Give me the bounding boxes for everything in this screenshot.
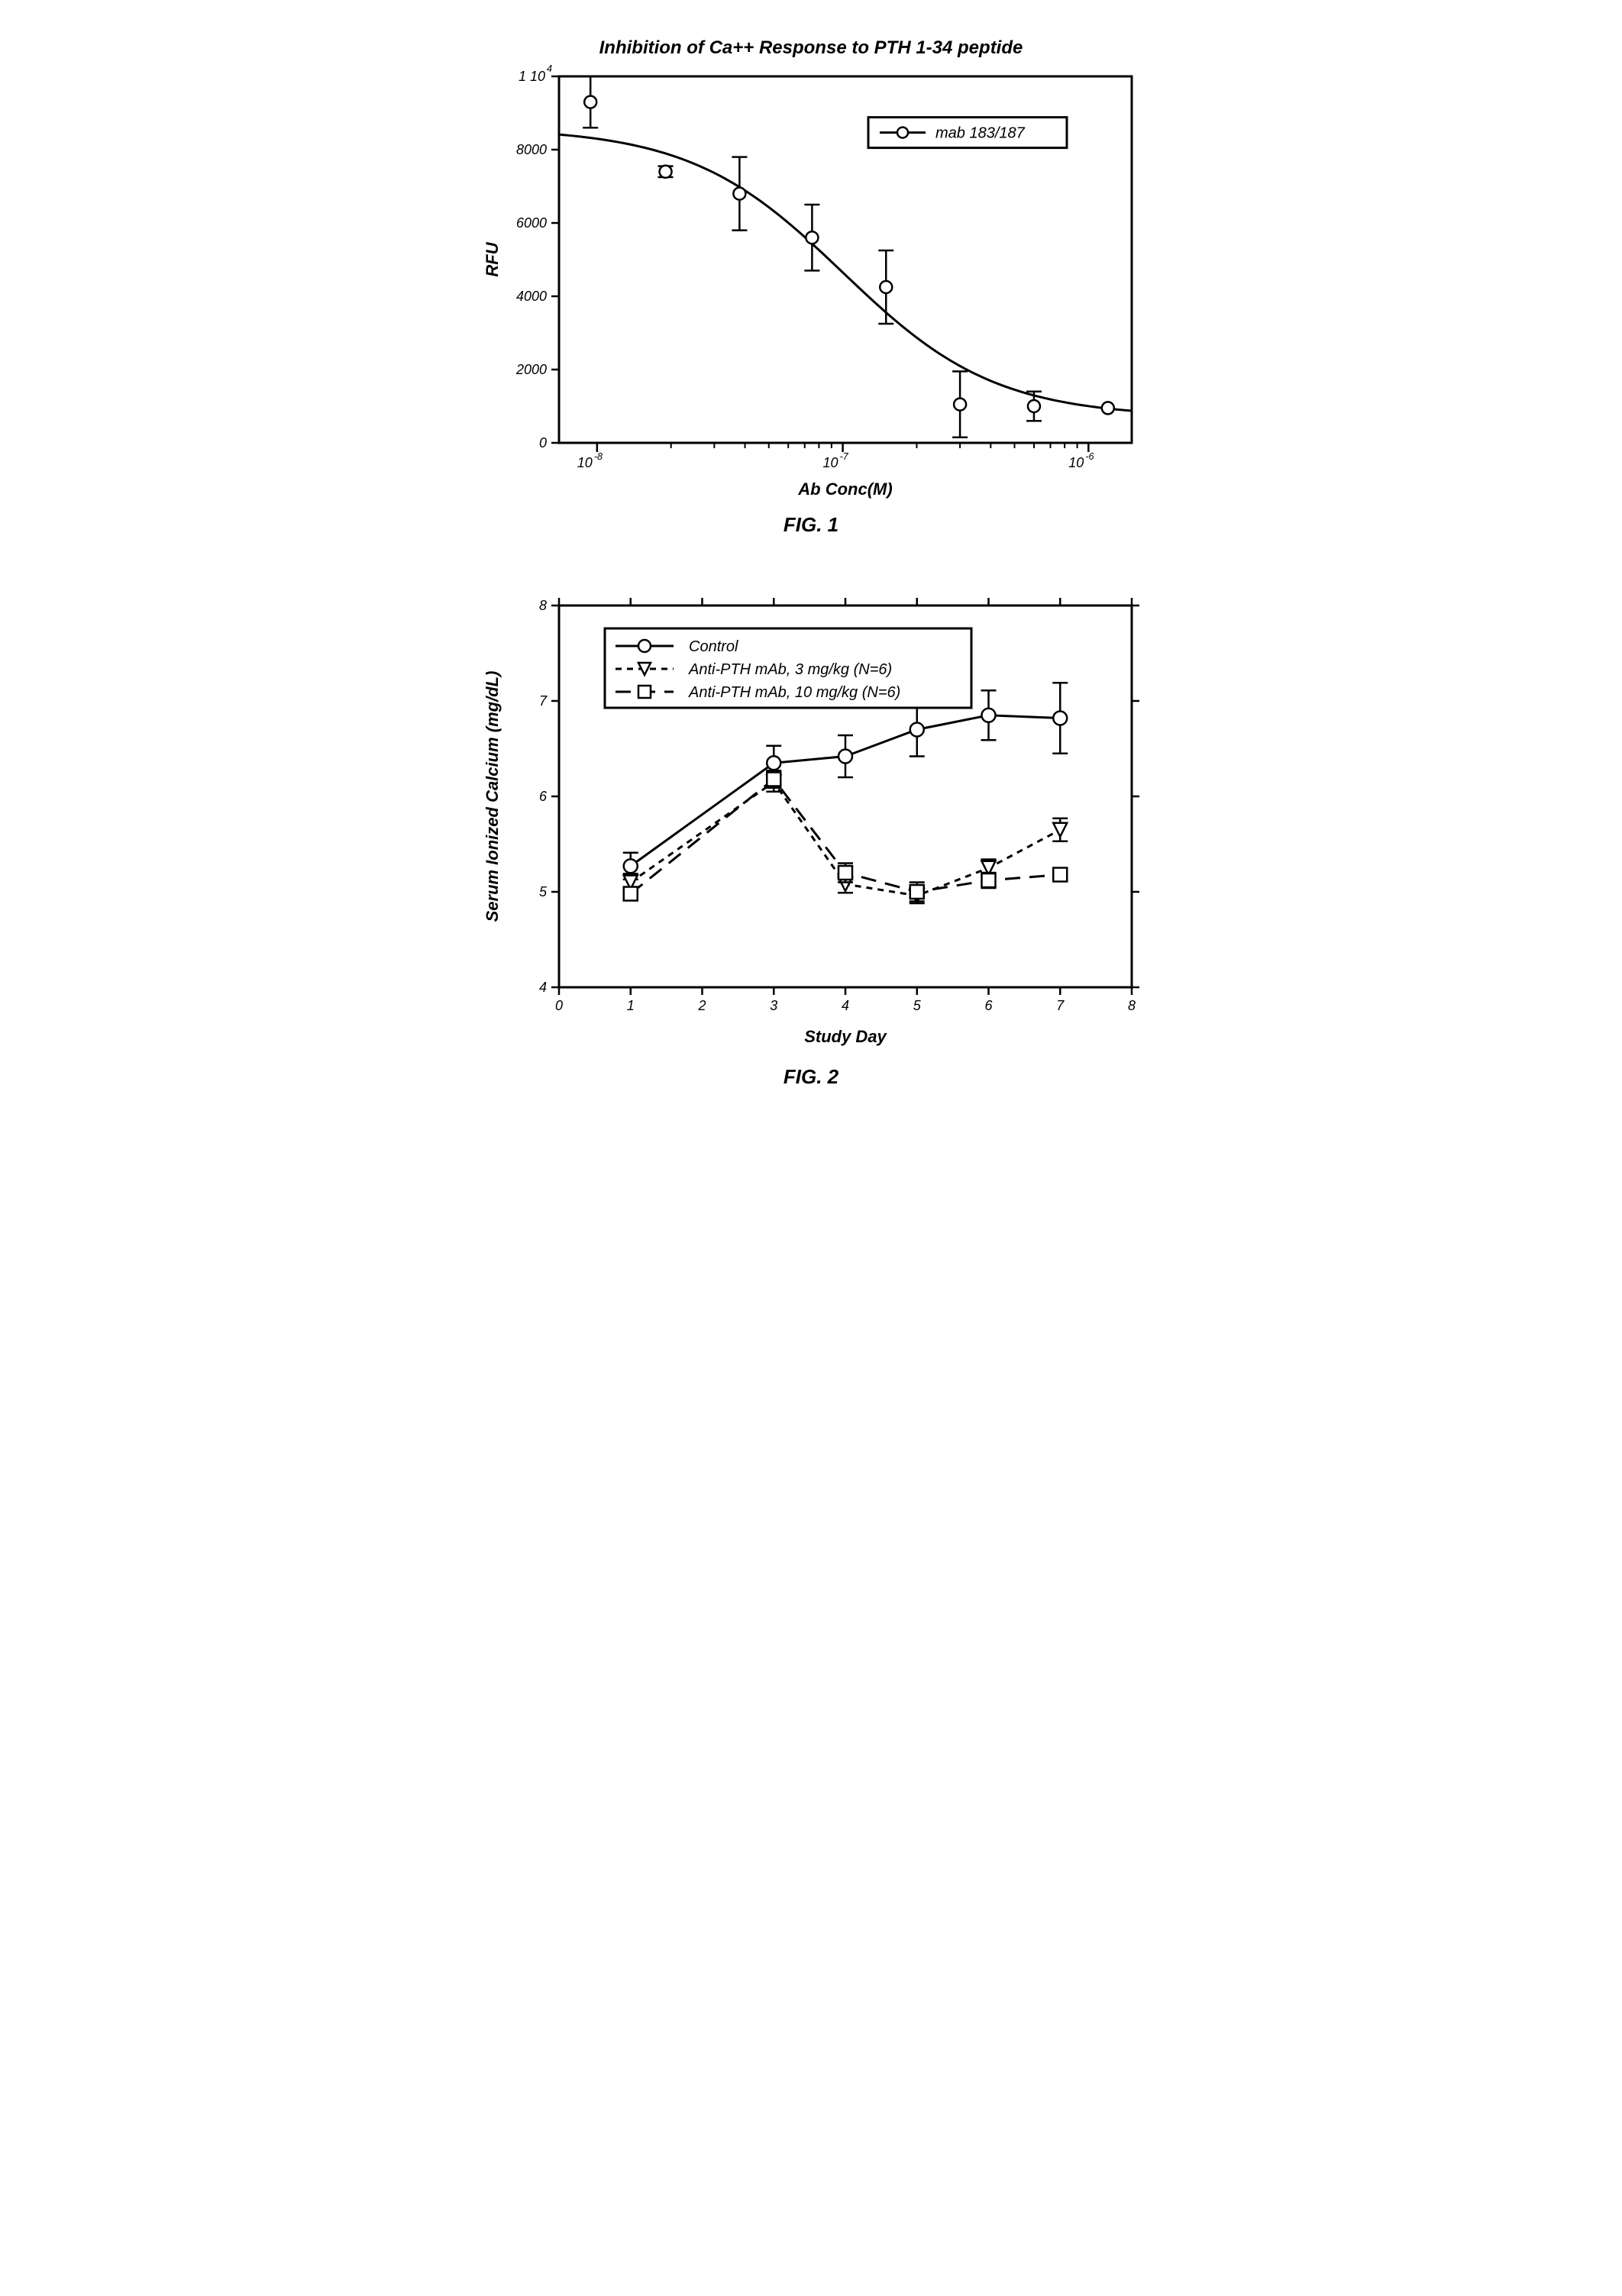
fig2-caption: FIG. 2 [467,1065,1155,1089]
svg-text:-7: -7 [840,451,849,462]
svg-text:6: 6 [984,998,993,1013]
svg-text:4000: 4000 [516,289,547,304]
figure-2: 4 5 6 7 8 0 1 2 3 4 5 6 7 8 Study Day Serum Ionized Cal… [467,583,1155,1089]
figure-1: Inhibition of Ca++ Response to PTH 1-34 … [467,31,1155,537]
svg-text:Ab Conc(M): Ab Conc(M) [797,480,892,499]
svg-text:Anti-PTH mAb, 10 mg/kg (N=6): Anti-PTH mAb, 10 mg/kg (N=6) [688,684,900,701]
svg-text:Anti-PTH mAb, 3 mg/kg (N=6): Anti-PTH mAb, 3 mg/kg (N=6) [688,661,892,678]
svg-text:RFU: RFU [483,241,502,276]
svg-text:-8: -8 [594,451,603,462]
svg-text:1: 1 [627,998,635,1013]
svg-text:5: 5 [913,998,922,1013]
svg-text:4: 4 [547,63,552,74]
svg-text:10: 10 [823,455,838,470]
svg-text:7: 7 [1056,998,1065,1013]
svg-text:10: 10 [1068,455,1084,470]
svg-text:8000: 8000 [516,142,547,157]
svg-text:0: 0 [539,435,547,450]
fig2-svg: 4 5 6 7 8 0 1 2 3 4 5 6 7 8 Study Day Serum Ionized Cal… [467,583,1155,1056]
svg-text:8: 8 [1128,998,1136,1013]
svg-text:4: 4 [842,998,849,1013]
svg-text:Study Day: Study Day [804,1027,887,1046]
svg-text:6000: 6000 [516,215,547,231]
svg-text:Inhibition of Ca++ Response to: Inhibition of Ca++ Response to PTH 1-34 … [599,37,1023,58]
svg-text:3: 3 [770,998,777,1013]
svg-text:mab 183/187: mab 183/187 [935,125,1026,142]
svg-text:7: 7 [539,693,548,709]
svg-text:2: 2 [697,998,706,1013]
svg-text:Serum Ionized Calcium (mg/dL): Serum Ionized Calcium (mg/dL) [483,671,502,922]
svg-text:1 10: 1 10 [519,69,545,84]
svg-text:8: 8 [539,598,547,613]
fig1-caption: FIG. 1 [467,513,1155,537]
svg-text:2000: 2000 [515,362,547,377]
svg-text:6: 6 [539,789,548,804]
svg-text:0: 0 [555,998,563,1013]
svg-text:10: 10 [577,455,593,470]
svg-text:-6: -6 [1085,451,1094,462]
svg-text:4: 4 [539,980,547,995]
svg-text:Control: Control [689,638,738,655]
svg-text:5: 5 [539,884,548,899]
fig1-svg: Inhibition of Ca++ Response to PTH 1-34 … [467,31,1155,504]
